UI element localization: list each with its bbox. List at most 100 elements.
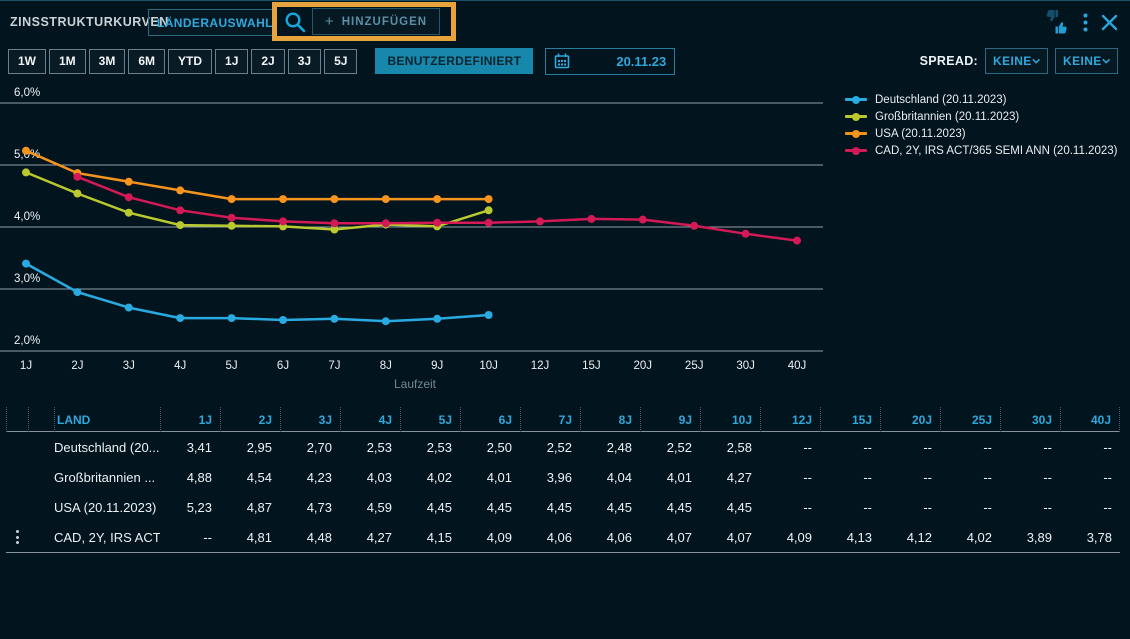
row-label: Deutschland (20... (54, 439, 160, 455)
feedback-button[interactable] (1044, 9, 1070, 35)
legend-item[interactable]: CAD, 2Y, IRS ACT/365 SEMI ANN (20.11.202… (845, 142, 1117, 159)
table-cell: 3,89 (1026, 529, 1052, 545)
range-button-ytd[interactable]: YTD (168, 48, 213, 74)
table-row[interactable]: Deutschland (20... 3,41 2,95 2,70 2,53 2,53 2,… (6, 432, 1120, 462)
legend-item[interactable]: Deutschland (20.11.2023) (845, 91, 1117, 108)
column-header-4j[interactable]: 4J (340, 407, 400, 432)
top-bar: ZINSSTRUKTURKURVEN LÄNDERAUSWAHL + HINZU… (0, 1, 1130, 43)
chart-x-axis: 1J 2J 3J 4J 5J 6J 7J 8J 9J 10J 12J 15J 20J 25J 30J 40J L… (20, 360, 806, 391)
legend-marker-icon (845, 129, 867, 138)
column-header-20j[interactable]: 20J (880, 407, 940, 432)
table-cell: 4,09 (486, 529, 512, 545)
series-großbritannien (22, 168, 493, 234)
column-header-land[interactable]: LAND (54, 407, 160, 432)
custom-range-button[interactable]: BENUTZERDEFINIERT (375, 48, 534, 74)
range-button-3m[interactable]: 3M (88, 48, 126, 74)
column-header-25j[interactable]: 25J (940, 407, 1000, 432)
legend-item[interactable]: USA (20.11.2023) (845, 125, 1117, 142)
column-header-1j[interactable]: 1J (160, 407, 220, 432)
column-header-menu (6, 407, 28, 432)
table-cell: -- (983, 499, 992, 515)
table-row[interactable]: Großbritannien ... 4,88 4,54 4,23 4,03 4,02 4,… (6, 462, 1120, 492)
country-select[interactable]: LÄNDERAUSWAHL (148, 9, 277, 36)
table-cell: 3,41 (186, 439, 212, 455)
table-cell: -- (923, 439, 932, 455)
table-cell: 4,06 (546, 529, 572, 545)
series-deutschland (22, 259, 493, 326)
table-cell: -- (863, 499, 872, 515)
table-cell: 4,23 (306, 469, 332, 485)
spread-select-1[interactable]: KEINE (985, 48, 1048, 74)
annotation-highlight: + HINZUFÜGEN (272, 2, 456, 41)
add-button-label: HINZUFÜGEN (341, 15, 428, 28)
table-cell: 4,13 (846, 529, 872, 545)
series-usa (22, 146, 493, 204)
row-menu-button[interactable] (6, 530, 28, 544)
table-cell: -- (1103, 469, 1112, 485)
column-header-9j[interactable]: 9J (640, 407, 700, 432)
table-cell: 4,27 (726, 469, 752, 485)
table-cell: 4,73 (306, 499, 332, 515)
legend-label: Großbritannien (20.11.2023) (875, 110, 1020, 123)
range-button-2j[interactable]: 2J (251, 48, 285, 74)
table-cell: -- (803, 499, 812, 515)
search-button[interactable] (281, 8, 309, 35)
column-header-2j[interactable]: 2J (220, 407, 280, 432)
row-menu-cell (6, 530, 28, 544)
column-header-6j[interactable]: 6J (460, 407, 520, 432)
column-header-8j[interactable]: 8J (580, 407, 640, 432)
table-cell: 4,88 (186, 469, 212, 485)
range-button-6m[interactable]: 6M (128, 48, 166, 74)
legend-marker-icon (845, 95, 867, 104)
date-value: 20.11.23 (616, 53, 667, 69)
column-header-color (28, 407, 54, 432)
svg-text:15J: 15J (582, 360, 601, 372)
spread-select-2[interactable]: KEINE (1055, 48, 1118, 74)
svg-text:40J: 40J (788, 360, 807, 372)
add-button[interactable]: + HINZUFÜGEN (312, 8, 440, 35)
range-button-1m[interactable]: 1M (49, 48, 86, 74)
column-header-15j[interactable]: 15J (820, 407, 880, 432)
range-button-1w[interactable]: 1W (8, 48, 46, 74)
window-controls (1044, 1, 1118, 43)
table-cell: 4,01 (486, 469, 512, 485)
table-cell: -- (863, 469, 872, 485)
column-header-12j[interactable]: 12J (760, 407, 820, 432)
legend-item[interactable]: Großbritannien (20.11.2023) (845, 108, 1117, 125)
range-button-3j[interactable]: 3J (287, 48, 322, 74)
table-row[interactable]: CAD, 2Y, IRS ACT... -- 4,81 4,48 4,27 4,15 4,0… (6, 522, 1120, 552)
column-header-3j[interactable]: 3J (280, 407, 340, 432)
plus-icon: + (324, 13, 335, 30)
range-buttons: 1W 1M 3M 6M YTD 1J 2J 3J 5J (8, 48, 360, 74)
table-cell: 2,53 (366, 439, 392, 455)
range-button-1j[interactable]: 1J (215, 48, 249, 74)
table-cell: -- (203, 529, 212, 545)
date-picker[interactable]: 20.11.23 (545, 47, 676, 75)
svg-text:25J: 25J (685, 360, 704, 372)
svg-text:7J: 7J (328, 360, 340, 372)
close-button[interactable] (1101, 14, 1118, 31)
column-header-7j[interactable]: 7J (520, 407, 580, 432)
table-cell: -- (923, 499, 932, 515)
table-row[interactable]: USA (20.11.2023) 5,23 4,87 4,73 4,59 4,45 4,45… (6, 492, 1120, 522)
spread-select-1-value: KEINE (993, 54, 1032, 68)
column-header-5j[interactable]: 5J (400, 407, 460, 432)
overflow-menu-button[interactable] (1083, 13, 1088, 32)
table-cell: -- (983, 469, 992, 485)
table-cell: -- (923, 469, 932, 485)
table-cell: 4,59 (366, 499, 392, 515)
table-cell: 4,02 (426, 469, 452, 485)
svg-text:Laufzeit: Laufzeit (394, 377, 437, 391)
table-header-row: LAND 1J 2J 3J 4J 5J 6J 7J 8J 9J 10J 12J 15J 20J 25J 30J… (6, 407, 1120, 432)
range-button-5j[interactable]: 5J (324, 48, 358, 74)
column-header-30j[interactable]: 30J (1000, 407, 1060, 432)
table-cell: 2,58 (726, 439, 752, 455)
search-icon (285, 11, 306, 32)
column-header-40j[interactable]: 40J (1060, 407, 1120, 432)
country-select-label: LÄNDERAUSWAHL (157, 15, 273, 30)
svg-text:5J: 5J (226, 360, 238, 372)
column-header-10j[interactable]: 10J (700, 407, 760, 432)
svg-text:3J: 3J (123, 360, 135, 372)
table-cell: -- (803, 469, 812, 485)
